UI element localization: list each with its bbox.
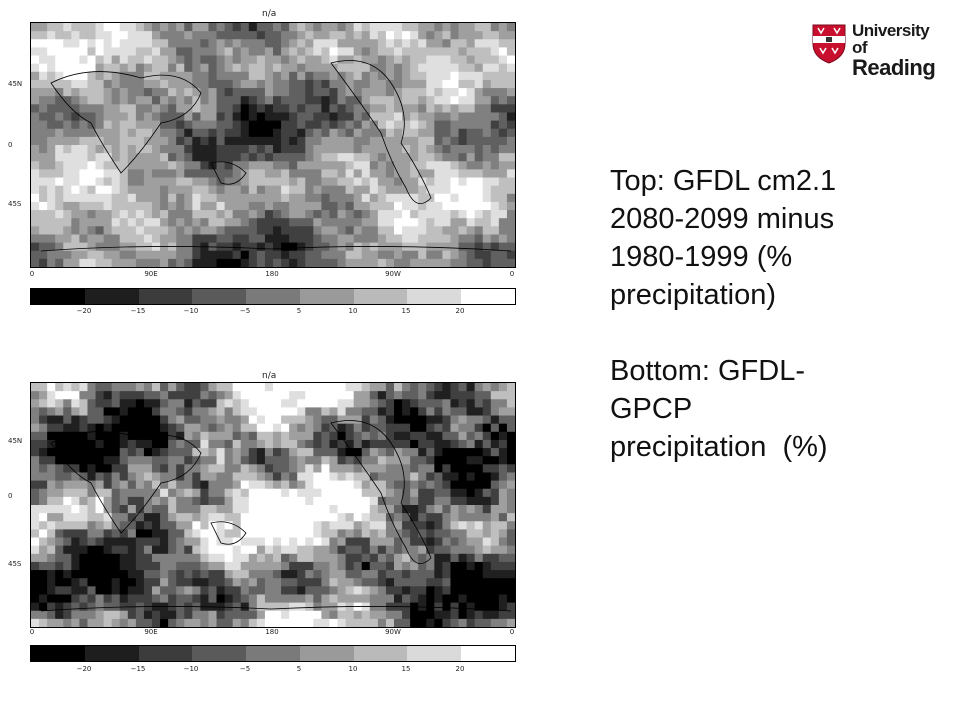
colorbar-swatch [353,289,408,304]
colorbar-label: −15 [130,665,146,673]
caption-line: 2080-2099 minus [610,203,835,235]
colorbar-label: −5 [239,665,251,673]
logo-line-1: University of [852,21,930,57]
colorbar-label: 10 [348,307,358,315]
lon-label-90e: 90E [144,628,158,636]
colorbar [30,288,516,305]
lat-label-45n: 45N [8,80,23,88]
colorbar-label: −10 [183,307,199,315]
map-title: n/a [262,371,277,381]
lon-label-0: 0 [29,628,35,636]
caption-line: 1980-1999 (% [610,241,793,273]
logo-line-2: Reading [852,55,936,80]
lon-label-90w: 90W [385,270,401,278]
lat-label-0: 0 [8,492,13,500]
colorbar-label: 10 [348,665,358,673]
colorbar-swatch [84,646,139,661]
colorbar-swatch [31,289,85,304]
colorbar-label: −20 [76,665,92,673]
colorbar-label: −10 [183,665,199,673]
lon-label-90e: 90E [144,270,158,278]
lat-label-0: 0 [8,141,13,149]
colorbar-label: 20 [455,665,465,673]
colorbar-swatch [84,289,139,304]
colorbar-label: 5 [296,665,302,673]
lon-label-180: 180 [265,628,279,636]
map-title: n/a [262,9,277,19]
colorbar-swatch [407,646,462,661]
slide-caption: Top: GFDL cm2.1 2080-2099 minus 1980-199… [610,162,930,466]
precipitation-field [31,383,515,627]
colorbar-label: 20 [455,307,465,315]
colorbar-swatch [31,646,85,661]
colorbar-swatch [246,646,300,661]
precipitation-field [31,23,515,267]
colorbar-label: −5 [239,307,251,315]
colorbar-label: 15 [401,307,411,315]
lat-label-45s: 45S [8,200,22,208]
colorbar-label: −15 [130,307,146,315]
precipitation-map [30,382,516,628]
lon-label-0-end: 0 [509,628,515,636]
lon-label-0-end: 0 [509,270,515,278]
map-panel-top: n/a 45N 0 45S 0 90E 180 90W 0 −20 −15 −1… [0,0,540,330]
colorbar [30,645,516,662]
precipitation-map [30,22,516,268]
caption-line: precipitation) [610,279,777,311]
colorbar-swatch [192,289,247,304]
colorbar-label: 5 [296,307,302,315]
colorbar-swatch [461,289,516,304]
lon-label-180: 180 [265,270,279,278]
colorbar-label: −20 [76,307,92,315]
colorbar-swatch [407,289,462,304]
colorbar-swatch [138,646,193,661]
colorbar-swatch [353,646,408,661]
colorbar-swatch [461,646,516,661]
colorbar-swatch [246,289,300,304]
colorbar-swatch [299,289,354,304]
map-panel-bottom: n/a 45N 0 45S 0 90E 180 90W 0 −20 −15 −1… [0,362,540,702]
colorbar-swatch [138,289,193,304]
lon-label-0: 0 [29,270,35,278]
lat-label-45s: 45S [8,560,22,568]
caption-line: precipitation (%) [610,431,828,463]
caption-line: Top: GFDL cm2.1 [610,165,837,197]
caption-line: Bottom: GFDL- [610,355,805,387]
colorbar-label: 15 [401,665,411,673]
colorbar-swatch [192,646,247,661]
university-crest-icon [812,24,846,64]
colorbar-swatch [299,646,354,661]
lat-label-45n: 45N [8,437,23,445]
university-logo: University of Reading [812,21,942,79]
lon-label-90w: 90W [385,628,401,636]
caption-line: GPCP [610,393,693,425]
